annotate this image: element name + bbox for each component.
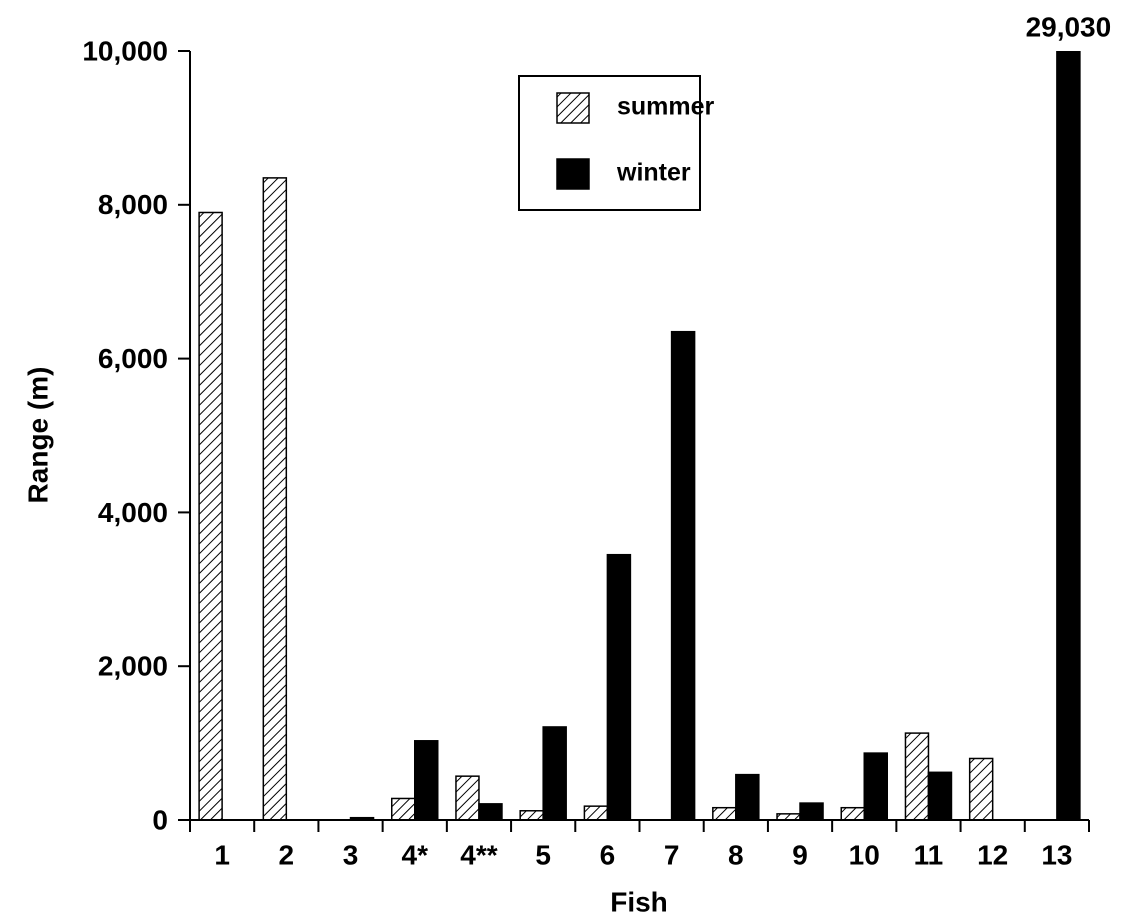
x-tick-label: 13 xyxy=(1041,839,1072,870)
x-tick-label: 12 xyxy=(977,839,1008,870)
bar xyxy=(198,211,223,821)
y-tick-label: 6,000 xyxy=(98,343,168,374)
bar xyxy=(478,803,503,821)
bar xyxy=(455,775,480,821)
bar xyxy=(1056,51,1081,821)
y-tick-label: 2,000 xyxy=(98,651,168,682)
bar xyxy=(968,757,994,821)
x-tick-label: 5 xyxy=(535,839,551,870)
bar xyxy=(863,752,888,821)
bar xyxy=(799,802,824,821)
x-tick-label: 9 xyxy=(792,839,808,870)
y-tick-label: 8,000 xyxy=(98,189,168,220)
legend-box xyxy=(518,75,701,211)
bar xyxy=(670,330,696,821)
x-tick-label: 8 xyxy=(728,839,744,870)
bar xyxy=(606,553,632,821)
x-axis-label: Fish xyxy=(610,886,668,917)
bar xyxy=(904,732,930,821)
legend-label: summer xyxy=(617,93,715,121)
bar xyxy=(735,773,760,821)
value-label: 29,030 xyxy=(1026,11,1112,42)
x-tick-label: 7 xyxy=(664,839,680,870)
bar xyxy=(391,797,416,821)
bar xyxy=(927,771,953,821)
x-tick-label: 4* xyxy=(402,839,429,870)
bar xyxy=(840,806,865,821)
bar xyxy=(542,726,567,821)
x-tick-label: 6 xyxy=(600,839,616,870)
y-axis-label: Range (m) xyxy=(22,367,53,504)
bar xyxy=(414,740,439,821)
bar xyxy=(583,805,609,821)
y-tick-label: 0 xyxy=(152,804,168,835)
bar xyxy=(519,810,544,821)
x-tick-label: 3 xyxy=(343,839,359,870)
y-tick-label: 4,000 xyxy=(98,497,168,528)
x-tick-label: 4** xyxy=(460,839,497,870)
x-tick-label: 2 xyxy=(279,839,295,870)
legend-label: winter xyxy=(616,159,691,187)
bar xyxy=(262,177,288,821)
bar xyxy=(712,806,737,821)
legend-swatch xyxy=(556,92,590,124)
y-tick-label: 10,000 xyxy=(82,35,168,66)
legend-swatch xyxy=(556,158,590,190)
x-tick-label: 1 xyxy=(214,839,230,870)
x-tick-label: 11 xyxy=(914,839,944,870)
x-tick-label: 10 xyxy=(849,839,880,870)
